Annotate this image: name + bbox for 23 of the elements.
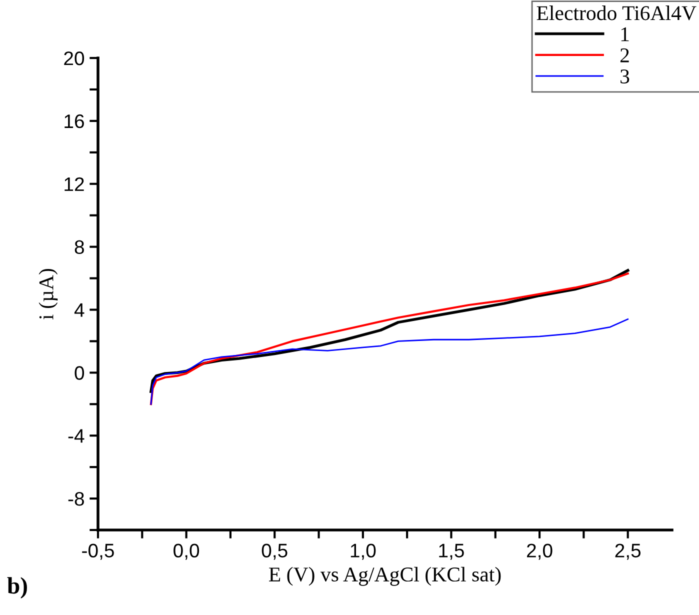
y-tick-label: 16: [64, 114, 84, 128]
y-tick-label: 12: [64, 177, 84, 191]
text: b): [7, 577, 27, 599]
x-tick-label: 0,0: [174, 544, 200, 560]
y-tick-label: 20: [64, 51, 84, 66]
y-tick-label: 0: [74, 366, 84, 380]
y-axis-title: i (µA): [38, 268, 58, 320]
y-tick-label: 4: [74, 303, 84, 317]
x-tick-label: 1,5: [439, 544, 464, 560]
x-tick-label: -0,5: [82, 544, 114, 560]
x-tick-label: 0,5: [262, 544, 288, 560]
x-tick-label: 2,0: [527, 544, 552, 560]
legend-label: 2: [620, 48, 629, 62]
legend-label: 3: [620, 70, 630, 84]
y-tick-label: 8: [74, 240, 84, 254]
y-tick-label: -4: [68, 429, 84, 443]
legend-title: Electrodo Ti6Al4V: [536, 6, 696, 20]
legend-label: 1: [621, 27, 629, 42]
x-tick-label: 2,5: [615, 544, 641, 560]
y-tick-label: -8: [68, 492, 84, 506]
x-tick-label: 1,0: [350, 544, 376, 560]
line-series: [150, 318, 629, 405]
x-axis-title: E (V) vs Ag/AgCl (KCl sat): [268, 566, 501, 586]
